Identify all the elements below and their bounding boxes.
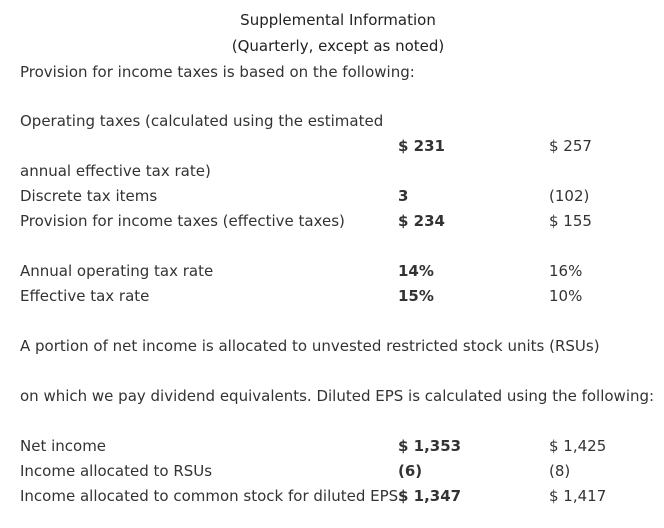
row-label: Net income (20, 437, 107, 455)
table-row: $ 231 $ 257 (0, 137, 664, 159)
row-label: Annual operating tax rate (20, 262, 214, 280)
row-value-current: $ 234 (398, 212, 445, 230)
row-label: Income allocated to RSUs (20, 462, 213, 480)
row-value-current: $ 1,347 (398, 487, 462, 505)
row-label: Income allocated to common stock for dil… (20, 487, 399, 505)
row-value-prior: (102) (549, 187, 590, 205)
row-value-current: 3 (398, 187, 409, 205)
row-label: Effective tax rate (20, 287, 150, 305)
eps-paragraph-line2: on which we pay dividend equivalents. Di… (20, 387, 655, 405)
row-value-prior: 16% (549, 262, 583, 280)
row-value-prior: 10% (549, 287, 583, 305)
table-row: Annual operating tax rate 14% 16% (0, 262, 664, 284)
operating-taxes-label: Operating taxes (calculated using the es… (20, 112, 384, 130)
eps-paragraph-line1: A portion of net income is allocated to … (20, 337, 600, 355)
page-subtitle: (Quarterly, except as noted) (231, 37, 445, 55)
table-row: Net income $ 1,353 $ 1,425 (0, 437, 664, 459)
row-value-prior: $ 1,425 (549, 437, 607, 455)
intro-text: Provision for income taxes is based on t… (20, 63, 415, 81)
row-label: Provision for income taxes (effective ta… (20, 212, 345, 230)
row-value-current: (6) (398, 462, 423, 480)
table-row: Provision for income taxes (effective ta… (0, 212, 664, 234)
row-value-current: $ 1,353 (398, 437, 462, 455)
row-value-current: 15% (398, 287, 434, 305)
row-label: Discrete tax items (20, 187, 158, 205)
row-value-prior: $ 155 (549, 212, 592, 230)
row-value-current: 14% (398, 262, 434, 280)
table-row: Income allocated to common stock for dil… (0, 487, 664, 509)
page-title: Supplemental Information (240, 11, 436, 29)
operating-taxes-label-cont: annual effective tax rate) (20, 162, 211, 180)
table-row: Effective tax rate 15% 10% (0, 287, 664, 309)
operating-taxes-current: $ 231 (398, 137, 445, 155)
table-row: Income allocated to RSUs (6) (8) (0, 462, 664, 484)
row-value-prior: (8) (549, 462, 571, 480)
table-row: Discrete tax items 3 (102) (0, 187, 664, 209)
row-value-prior: $ 1,417 (549, 487, 607, 505)
operating-taxes-prior: $ 257 (549, 137, 592, 155)
